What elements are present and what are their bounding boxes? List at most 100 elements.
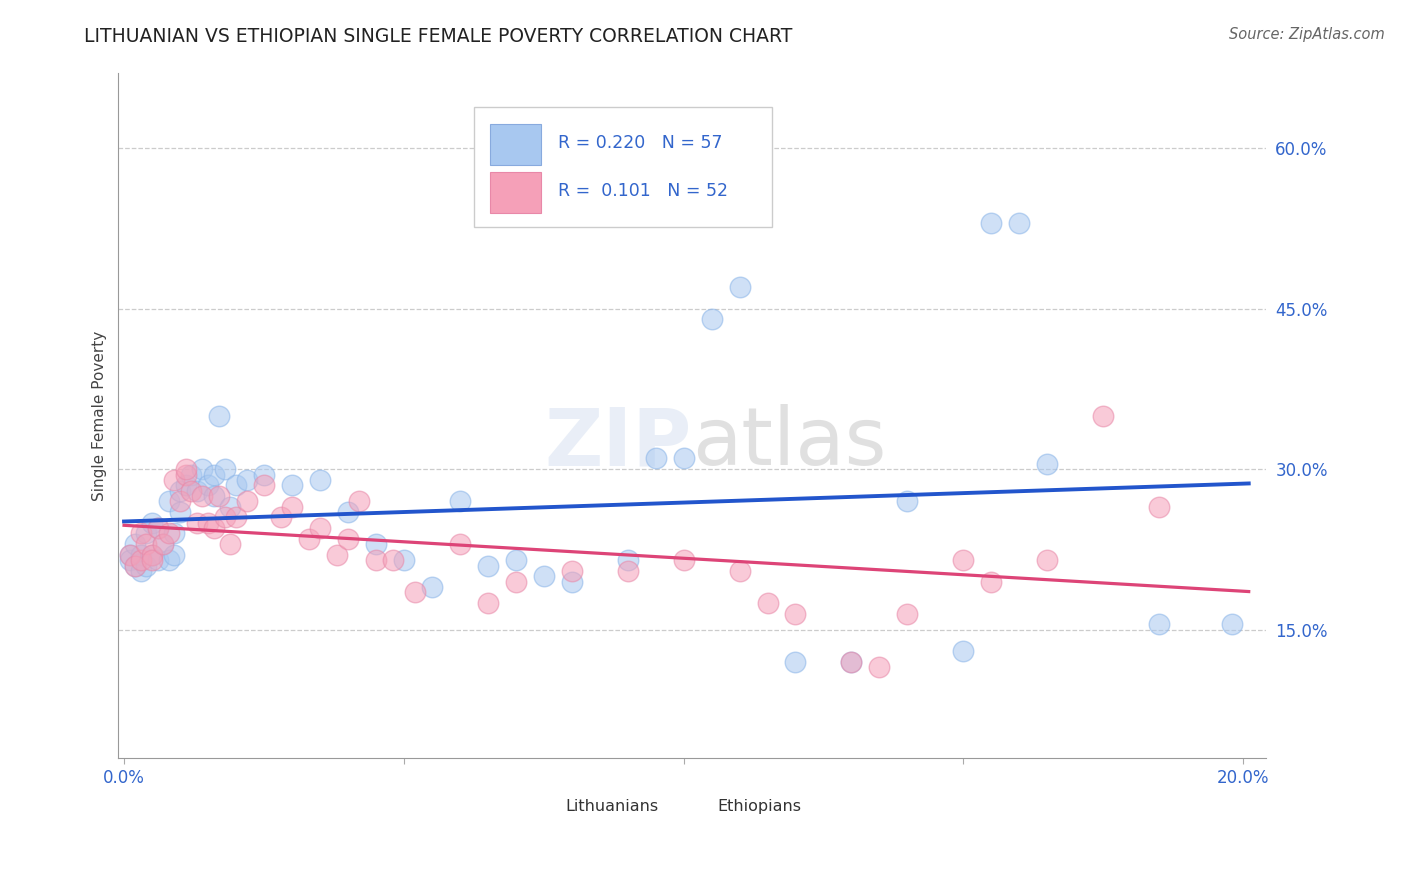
Point [785,655,807,669]
Point [208,409,231,423]
Point [477,596,499,610]
Point [325,548,347,562]
Point [157,494,180,508]
Point [672,553,695,567]
Point [197,516,219,530]
Point [561,564,583,578]
Point [1036,457,1059,471]
Point [146,521,169,535]
Point [309,473,332,487]
Point [980,574,1002,589]
Point [785,607,807,621]
Point [146,553,169,567]
FancyBboxPatch shape [474,107,772,227]
Point [841,655,863,669]
Point [157,526,180,541]
FancyBboxPatch shape [491,124,540,166]
Point [392,553,415,567]
Point [700,312,723,326]
Point [174,467,197,482]
Point [225,478,247,492]
Point [180,467,202,482]
Point [336,505,359,519]
Point [309,521,332,535]
Point [336,532,359,546]
Point [347,494,370,508]
Point [129,564,152,578]
Point [186,483,208,498]
Point [169,494,191,508]
Point [364,537,387,551]
Text: Source: ZipAtlas.com: Source: ZipAtlas.com [1229,27,1385,42]
Point [533,569,555,583]
Point [298,532,321,546]
Point [728,280,751,294]
Point [225,510,247,524]
Point [118,548,141,562]
Point [270,510,292,524]
FancyBboxPatch shape [675,792,714,822]
Point [141,548,163,562]
Point [477,558,499,573]
Point [449,494,471,508]
Point [896,607,918,621]
Point [208,489,231,503]
Point [281,478,304,492]
Point [1147,500,1170,514]
Y-axis label: Single Female Poverty: Single Female Poverty [93,331,107,500]
Point [163,473,186,487]
Point [146,521,169,535]
Point [1147,617,1170,632]
Point [404,585,426,599]
Point [381,553,404,567]
Point [449,537,471,551]
Point [141,548,163,562]
Text: LITHUANIAN VS ETHIOPIAN SINGLE FEMALE POVERTY CORRELATION CHART: LITHUANIAN VS ETHIOPIAN SINGLE FEMALE PO… [84,27,793,45]
Point [616,564,638,578]
Point [253,478,276,492]
Point [672,451,695,466]
Point [180,483,202,498]
FancyBboxPatch shape [522,792,561,822]
Point [124,558,146,573]
Point [505,553,527,567]
Point [157,553,180,567]
Text: atlas: atlas [692,404,886,482]
Point [219,537,242,551]
Point [952,553,974,567]
Point [1092,409,1115,423]
Point [505,574,527,589]
Point [420,580,443,594]
Point [364,553,387,567]
Point [1036,553,1059,567]
Point [135,537,157,551]
Point [236,494,259,508]
Point [202,467,225,482]
Point [129,548,152,562]
Point [174,478,197,492]
Point [561,574,583,589]
Point [202,521,225,535]
Point [118,553,141,567]
Point [214,510,236,524]
Point [141,553,163,567]
Text: R =  0.101   N = 52: R = 0.101 N = 52 [558,182,728,200]
Point [186,516,208,530]
Point [214,462,236,476]
Point [616,553,638,567]
Point [952,644,974,658]
Point [129,526,152,541]
Point [163,548,186,562]
Point [756,596,779,610]
FancyBboxPatch shape [491,171,540,213]
Text: R = 0.220   N = 57: R = 0.220 N = 57 [558,134,723,152]
Point [141,516,163,530]
Point [841,655,863,669]
Point [174,462,197,476]
Point [191,489,214,503]
Point [129,553,152,567]
Point [980,216,1002,230]
Point [191,462,214,476]
Point [281,500,304,514]
Point [219,500,242,514]
